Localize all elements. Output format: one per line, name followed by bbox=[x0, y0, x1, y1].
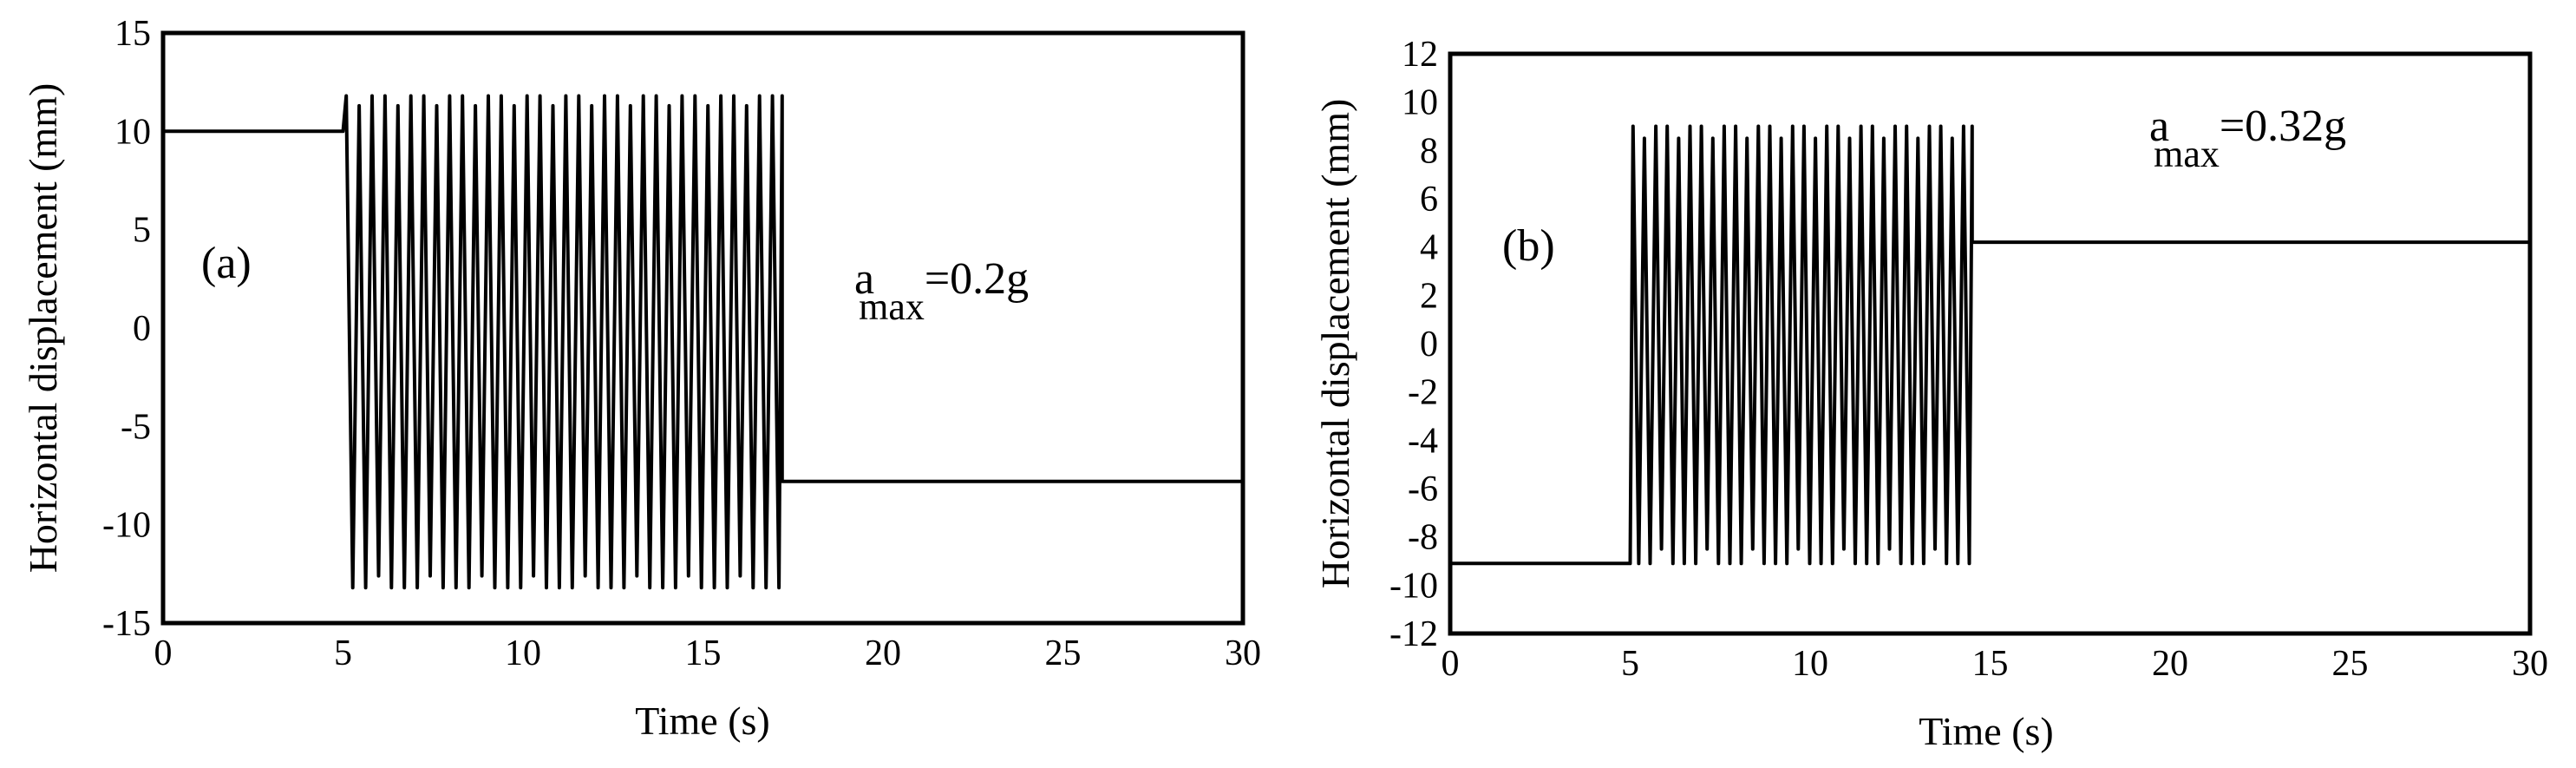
y-tick-label-b: -10 bbox=[1389, 566, 1438, 606]
x-tick-label-a: 0 bbox=[154, 633, 173, 673]
x-axis-ticks-b: 0 5 10 15 20 25 30 bbox=[1442, 644, 2549, 684]
x-tick-label-a: 25 bbox=[1045, 633, 1082, 673]
y-axis-label-a: Horizontal displacement (mm) bbox=[21, 83, 65, 574]
y-tick-label-a: -10 bbox=[102, 506, 151, 546]
y-tick-label-a: -15 bbox=[102, 604, 151, 644]
y-tick-label-b: 10 bbox=[1402, 83, 1438, 123]
y-axis-ticks-b: 12 10 8 6 4 2 0 -2 -4 -6 -8 -10 -12 bbox=[1389, 35, 1438, 654]
x-tick-label-b: 30 bbox=[2512, 644, 2548, 684]
annotation-a-base: a bbox=[854, 254, 874, 304]
y-axis-label-b: Horizontal displacement (mm) bbox=[1313, 99, 1357, 589]
annotation-a-rest: =0.2g bbox=[925, 254, 1029, 304]
panel-label-b: (b) bbox=[1502, 221, 1555, 271]
x-axis-ticks-a: 0 5 10 15 20 25 30 bbox=[154, 633, 1262, 673]
chart-panel-a: 0 5 10 15 20 25 30 15 10 5 0 -5 -10 -15 (a) a max=0.2… bbox=[21, 14, 1261, 743]
x-tick-label-b: 15 bbox=[1972, 644, 2009, 684]
displacement-trace-a bbox=[163, 94, 1243, 590]
y-tick-label-b: -12 bbox=[1389, 614, 1438, 654]
x-tick-label-b: 20 bbox=[2152, 644, 2188, 684]
panel-label-a: (a) bbox=[201, 239, 252, 288]
y-tick-label-b: 4 bbox=[1420, 228, 1438, 268]
x-axis-label-b: Time (s) bbox=[1919, 709, 2054, 753]
y-tick-label-b: -4 bbox=[1408, 421, 1438, 461]
x-tick-label-a: 10 bbox=[505, 633, 541, 673]
displacement-trace-b bbox=[1450, 124, 2530, 566]
y-tick-label-a: 5 bbox=[133, 211, 151, 251]
x-tick-label-a: 30 bbox=[1225, 633, 1261, 673]
y-axis-ticks-a: 15 10 5 0 -5 -10 -15 bbox=[102, 14, 151, 644]
y-tick-label-b: 0 bbox=[1420, 325, 1438, 364]
x-tick-label-a: 15 bbox=[685, 633, 722, 673]
y-tick-label-a: 10 bbox=[114, 112, 151, 152]
y-tick-label-b: -6 bbox=[1408, 469, 1438, 509]
y-tick-label-a: 0 bbox=[133, 309, 151, 349]
x-tick-label-b: 10 bbox=[1792, 644, 1828, 684]
y-tick-label-b: 8 bbox=[1420, 131, 1438, 171]
y-tick-label-b: 12 bbox=[1402, 35, 1438, 75]
y-tick-label-b: -8 bbox=[1408, 518, 1438, 558]
annotation-b-rest: =0.32g bbox=[2220, 102, 2346, 151]
annotation-b-base: a bbox=[2149, 102, 2169, 151]
x-tick-label-a: 5 bbox=[334, 633, 352, 673]
x-axis-label-a: Time (s) bbox=[635, 699, 770, 743]
y-tick-label-b: 2 bbox=[1420, 276, 1438, 316]
annotation-b-sub: max bbox=[2154, 133, 2220, 175]
x-tick-label-a: 20 bbox=[865, 633, 901, 673]
x-tick-label-b: 25 bbox=[2332, 644, 2369, 684]
x-tick-label-b: 0 bbox=[1442, 644, 1460, 684]
annotation-b: a max=0.32g bbox=[2149, 102, 2346, 175]
annotation-a: a max=0.2g bbox=[854, 254, 1029, 328]
y-tick-label-b: -2 bbox=[1408, 373, 1438, 413]
annotation-a-sub: max bbox=[859, 286, 925, 328]
y-tick-label-b: 6 bbox=[1420, 180, 1438, 220]
y-tick-label-a: 15 bbox=[114, 14, 151, 54]
y-tick-label-a: -5 bbox=[121, 407, 151, 447]
plot-frame-b bbox=[1448, 51, 2533, 636]
x-tick-label-b: 5 bbox=[1621, 644, 1639, 684]
plot-frame-a bbox=[160, 30, 1246, 626]
